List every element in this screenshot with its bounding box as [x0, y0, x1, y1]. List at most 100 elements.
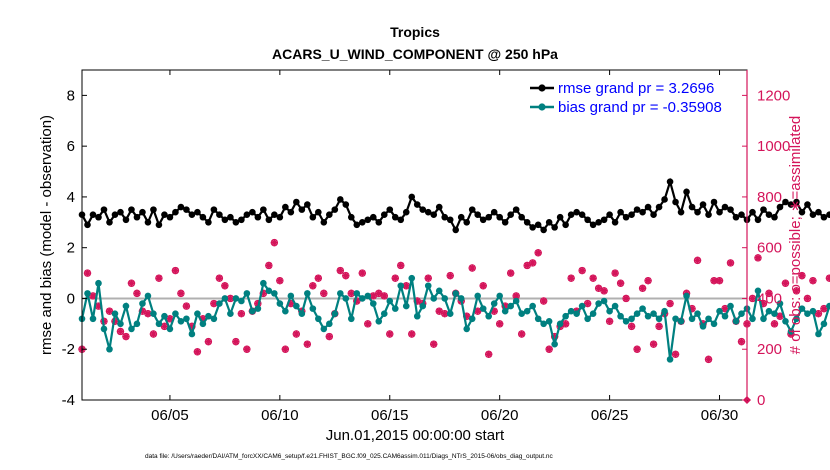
bias-point: [260, 279, 267, 287]
obs-assimilated-marker: [265, 261, 273, 270]
obs-assimilated-marker: [748, 294, 757, 303]
rmse-point: [391, 213, 399, 221]
bias-point: [683, 292, 690, 300]
bias-point: [551, 340, 558, 348]
rmse-point: [523, 219, 531, 226]
rmse-point: [617, 208, 624, 216]
rmse-point: [595, 219, 602, 226]
rmse-point: [749, 208, 756, 216]
y2-tick-label: 0: [757, 392, 765, 409]
obs-assimilated-marker: [144, 310, 152, 318]
obs-assimilated-marker: [485, 350, 493, 358]
bias-point: [578, 302, 586, 310]
bias-point: [688, 315, 696, 323]
obs-assimilated-marker: [149, 330, 158, 338]
bias-point: [529, 302, 536, 310]
bias-point: [84, 290, 91, 297]
x-tick-label: 06/15: [371, 407, 409, 424]
rmse-point: [337, 196, 344, 203]
rmse-point: [721, 203, 729, 211]
bias-point: [194, 310, 201, 317]
bias-point: [804, 310, 811, 317]
bias-point: [727, 302, 734, 310]
bias-point: [364, 292, 372, 300]
obs-assimilated-marker: [765, 289, 773, 297]
rmse-point: [161, 211, 168, 218]
obs-assimilated-marker: [210, 299, 218, 308]
bias-point: [205, 312, 212, 320]
obs-assimilated-marker: [759, 299, 768, 308]
rmse-point: [84, 221, 91, 229]
rmse-line: [81, 177, 830, 233]
rmse-point: [798, 208, 806, 216]
bias-point: [463, 325, 471, 333]
bias-point: [353, 290, 361, 297]
rmse-point: [122, 216, 130, 224]
obs-assimilated-marker: [627, 322, 636, 330]
bias-point: [100, 325, 108, 333]
bias-point: [699, 323, 707, 330]
bias-point: [133, 320, 141, 328]
y-tick-label: -4: [62, 392, 75, 409]
bias-point: [534, 315, 542, 323]
obs-assimilated-marker: [507, 269, 515, 277]
legend-rmse-marker: [538, 84, 546, 92]
bias-point: [155, 320, 163, 328]
rmse-point: [293, 198, 300, 206]
rmse-point: [380, 211, 388, 218]
x-tick-label: 06/10: [261, 407, 299, 424]
rmse-point: [183, 206, 190, 213]
x-tick-label: 06/25: [591, 407, 629, 424]
rmse-point: [375, 219, 383, 226]
obs-assimilated-marker: [160, 322, 169, 330]
obs-assimilated-marker: [616, 279, 625, 287]
obs-assimilated-marker: [622, 294, 630, 303]
bias-point: [386, 297, 394, 305]
bias-point: [216, 300, 223, 307]
obs-assimilated-marker: [243, 345, 251, 353]
bias-point: [501, 307, 509, 315]
bias-point: [199, 320, 207, 328]
y-tick-label: -2: [62, 341, 75, 358]
bias-point: [490, 300, 498, 307]
bias-point: [227, 310, 234, 317]
rmse-point: [677, 208, 685, 216]
rmse-point: [249, 208, 256, 216]
rmse-point: [95, 213, 102, 221]
y2-tick-label: 1000: [757, 138, 790, 155]
rmse-point: [194, 208, 201, 216]
bias-point: [474, 292, 482, 300]
obs-assimilated-marker: [534, 249, 542, 257]
obs-assimilated-marker: [809, 277, 817, 285]
y2-tick-label: 800: [757, 189, 782, 206]
rmse-point: [419, 206, 427, 213]
rmse-point: [688, 203, 696, 211]
rmse-point: [353, 221, 361, 229]
axes-box: [81, 69, 748, 401]
rmse-point: [397, 216, 405, 224]
obs-assimilated-marker: [704, 355, 713, 363]
rmse-point: [227, 213, 234, 221]
rmse-point: [628, 211, 635, 218]
obs-assimilated-marker: [347, 289, 355, 297]
rmse-point: [782, 198, 789, 206]
rmse-point: [402, 208, 410, 216]
rmse-point: [265, 216, 273, 224]
obs-assimilated-marker: [578, 266, 586, 275]
bias-point: [787, 328, 795, 335]
bias-point: [446, 310, 454, 317]
obs-assimilated-marker: [336, 266, 344, 275]
rmse-point: [177, 203, 185, 211]
rmse-point: [199, 213, 207, 221]
legend-rmse-label: rmse grand pr = 3.2696: [558, 80, 714, 97]
bias-point: [584, 315, 591, 323]
bias-point: [628, 315, 635, 323]
bias-point: [95, 279, 102, 287]
bias-point: [705, 315, 712, 323]
rmse-point: [128, 206, 135, 213]
obs-assimilated-marker: [562, 320, 570, 328]
rmse-point: [386, 206, 394, 213]
bias-point: [782, 318, 789, 325]
rmse-point: [315, 208, 322, 216]
